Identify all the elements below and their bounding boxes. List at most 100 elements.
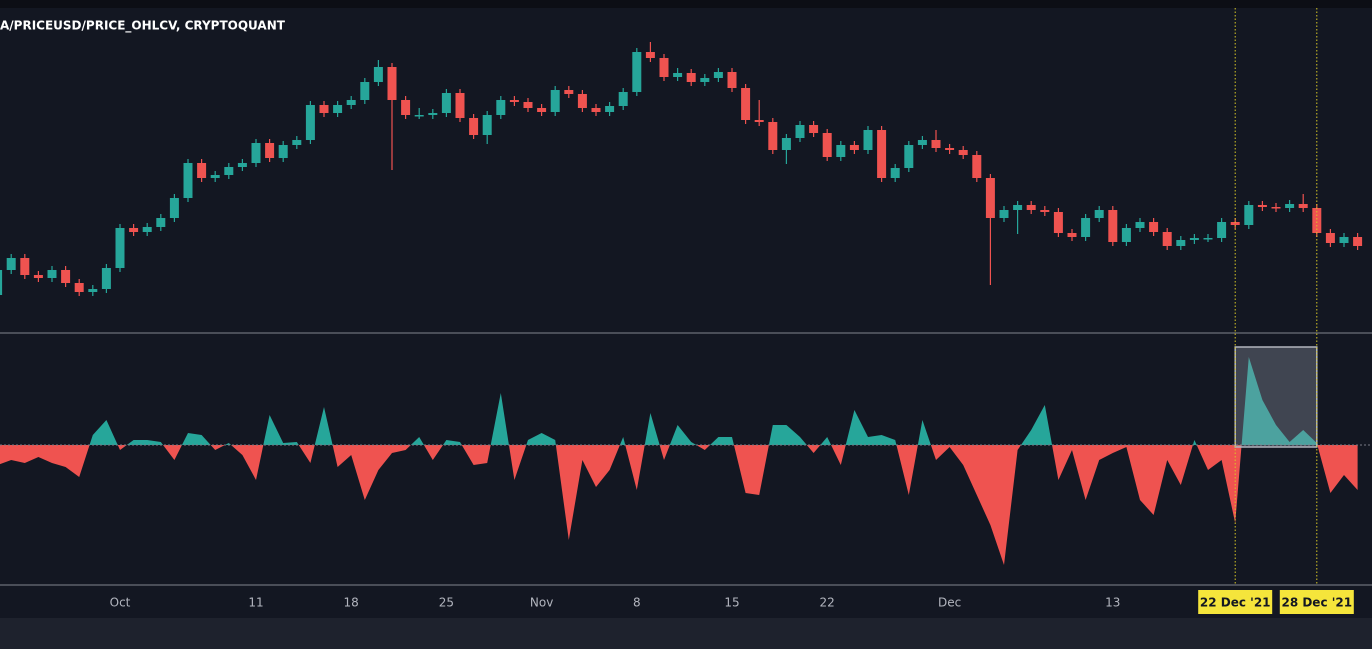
- candle-body: [319, 105, 329, 113]
- candle-body: [537, 108, 547, 112]
- x-tick-label: 18: [344, 596, 359, 610]
- candle-body: [700, 78, 710, 82]
- candle-body: [741, 88, 751, 120]
- candle-body: [482, 115, 492, 135]
- x-tick-label: 8: [633, 596, 641, 610]
- candle-body: [768, 122, 778, 150]
- indicator-area: [0, 357, 1358, 565]
- candle-body: [387, 67, 397, 100]
- candle-body: [1026, 205, 1036, 210]
- candle-body: [781, 138, 791, 150]
- candle-body: [197, 163, 207, 178]
- candle-body: [183, 163, 193, 198]
- candle-body: [265, 143, 275, 158]
- candle-body: [945, 148, 955, 150]
- candle-body: [20, 258, 30, 275]
- candle-body: [1203, 238, 1213, 240]
- candle-body: [115, 228, 125, 268]
- candle-body: [577, 94, 587, 108]
- candle-body: [441, 93, 451, 113]
- candle-body: [33, 275, 43, 278]
- candle-body: [305, 105, 315, 140]
- candle-body: [1067, 233, 1077, 237]
- bottom-strip: [0, 618, 1372, 649]
- top-strip: [0, 0, 1372, 8]
- x-tick-label: 13: [1105, 596, 1120, 610]
- candle-body: [1149, 222, 1159, 232]
- candle-body: [1189, 238, 1199, 240]
- candle-body: [673, 73, 683, 77]
- candle-body: [1271, 207, 1281, 209]
- candle-body: [550, 90, 560, 112]
- candle-body: [1081, 218, 1091, 237]
- candle-body: [591, 108, 601, 112]
- candle-body: [401, 100, 411, 115]
- candle-body: [822, 133, 832, 157]
- candle-body: [428, 113, 438, 115]
- candle-body: [74, 283, 84, 292]
- candle-body: [129, 228, 139, 232]
- candle-body: [632, 52, 642, 92]
- candle-body: [1298, 204, 1308, 208]
- candle-body: [904, 145, 914, 168]
- candle-body: [278, 145, 288, 158]
- candle-body: [890, 168, 900, 178]
- candle-body: [1053, 212, 1063, 233]
- candle-body: [1013, 205, 1023, 210]
- candle-body: [1325, 233, 1335, 243]
- candle-body: [251, 143, 261, 163]
- candle-body: [346, 100, 356, 105]
- candle-body: [877, 130, 887, 178]
- candle-body: [1094, 210, 1104, 218]
- candle-body: [1312, 208, 1322, 233]
- candle-body: [931, 140, 941, 148]
- candle-body: [1121, 228, 1131, 242]
- candle-body: [1135, 222, 1145, 228]
- candle-body: [414, 115, 424, 117]
- x-tick-label: Dec: [938, 596, 961, 610]
- candle-body: [1176, 240, 1186, 246]
- x-tick-label: Nov: [530, 596, 553, 610]
- candle-body: [292, 140, 302, 145]
- x-label-box: [1198, 590, 1273, 614]
- candle-body: [1217, 222, 1227, 238]
- candle-body: [795, 125, 805, 138]
- candle-body: [0, 270, 3, 295]
- candle-body: [333, 105, 343, 113]
- candle-body: [836, 145, 846, 157]
- candle-body: [713, 72, 723, 78]
- candle-body: [360, 82, 370, 100]
- candle-body: [142, 227, 152, 232]
- candle-body: [101, 268, 111, 289]
- candle-body: [224, 167, 234, 175]
- candle-body: [972, 155, 982, 178]
- candle-body: [469, 118, 479, 135]
- candle-body: [564, 90, 574, 94]
- candle-body: [1339, 237, 1349, 243]
- candle-body: [645, 52, 655, 58]
- candle-body: [523, 102, 533, 108]
- x-tick-label: 22: [820, 596, 835, 610]
- candle-body: [686, 73, 696, 82]
- x-label-box: [1279, 590, 1354, 614]
- candle-body: [1285, 204, 1295, 208]
- x-tick-label: 11: [248, 596, 263, 610]
- candle-body: [1257, 205, 1267, 207]
- candle-body: [455, 93, 465, 118]
- candle-body: [88, 289, 98, 292]
- x-tick-label: Oct: [110, 596, 131, 610]
- candle-body: [169, 198, 179, 218]
- candle-body: [917, 140, 927, 145]
- candle-body: [754, 120, 764, 122]
- candle-body: [237, 163, 247, 167]
- candle-body: [1162, 232, 1172, 246]
- chart-title: A/PRICEUSD/PRICE_OHLCV, CRYPTOQUANT: [0, 19, 286, 34]
- candle-body: [985, 178, 995, 218]
- candle-body: [156, 218, 166, 227]
- candle-body: [958, 150, 968, 155]
- candle-body: [1108, 210, 1118, 242]
- candle-body: [61, 270, 71, 283]
- candle-body: [509, 100, 519, 102]
- highlight-box: [1234, 346, 1318, 448]
- candle-body: [1244, 205, 1254, 225]
